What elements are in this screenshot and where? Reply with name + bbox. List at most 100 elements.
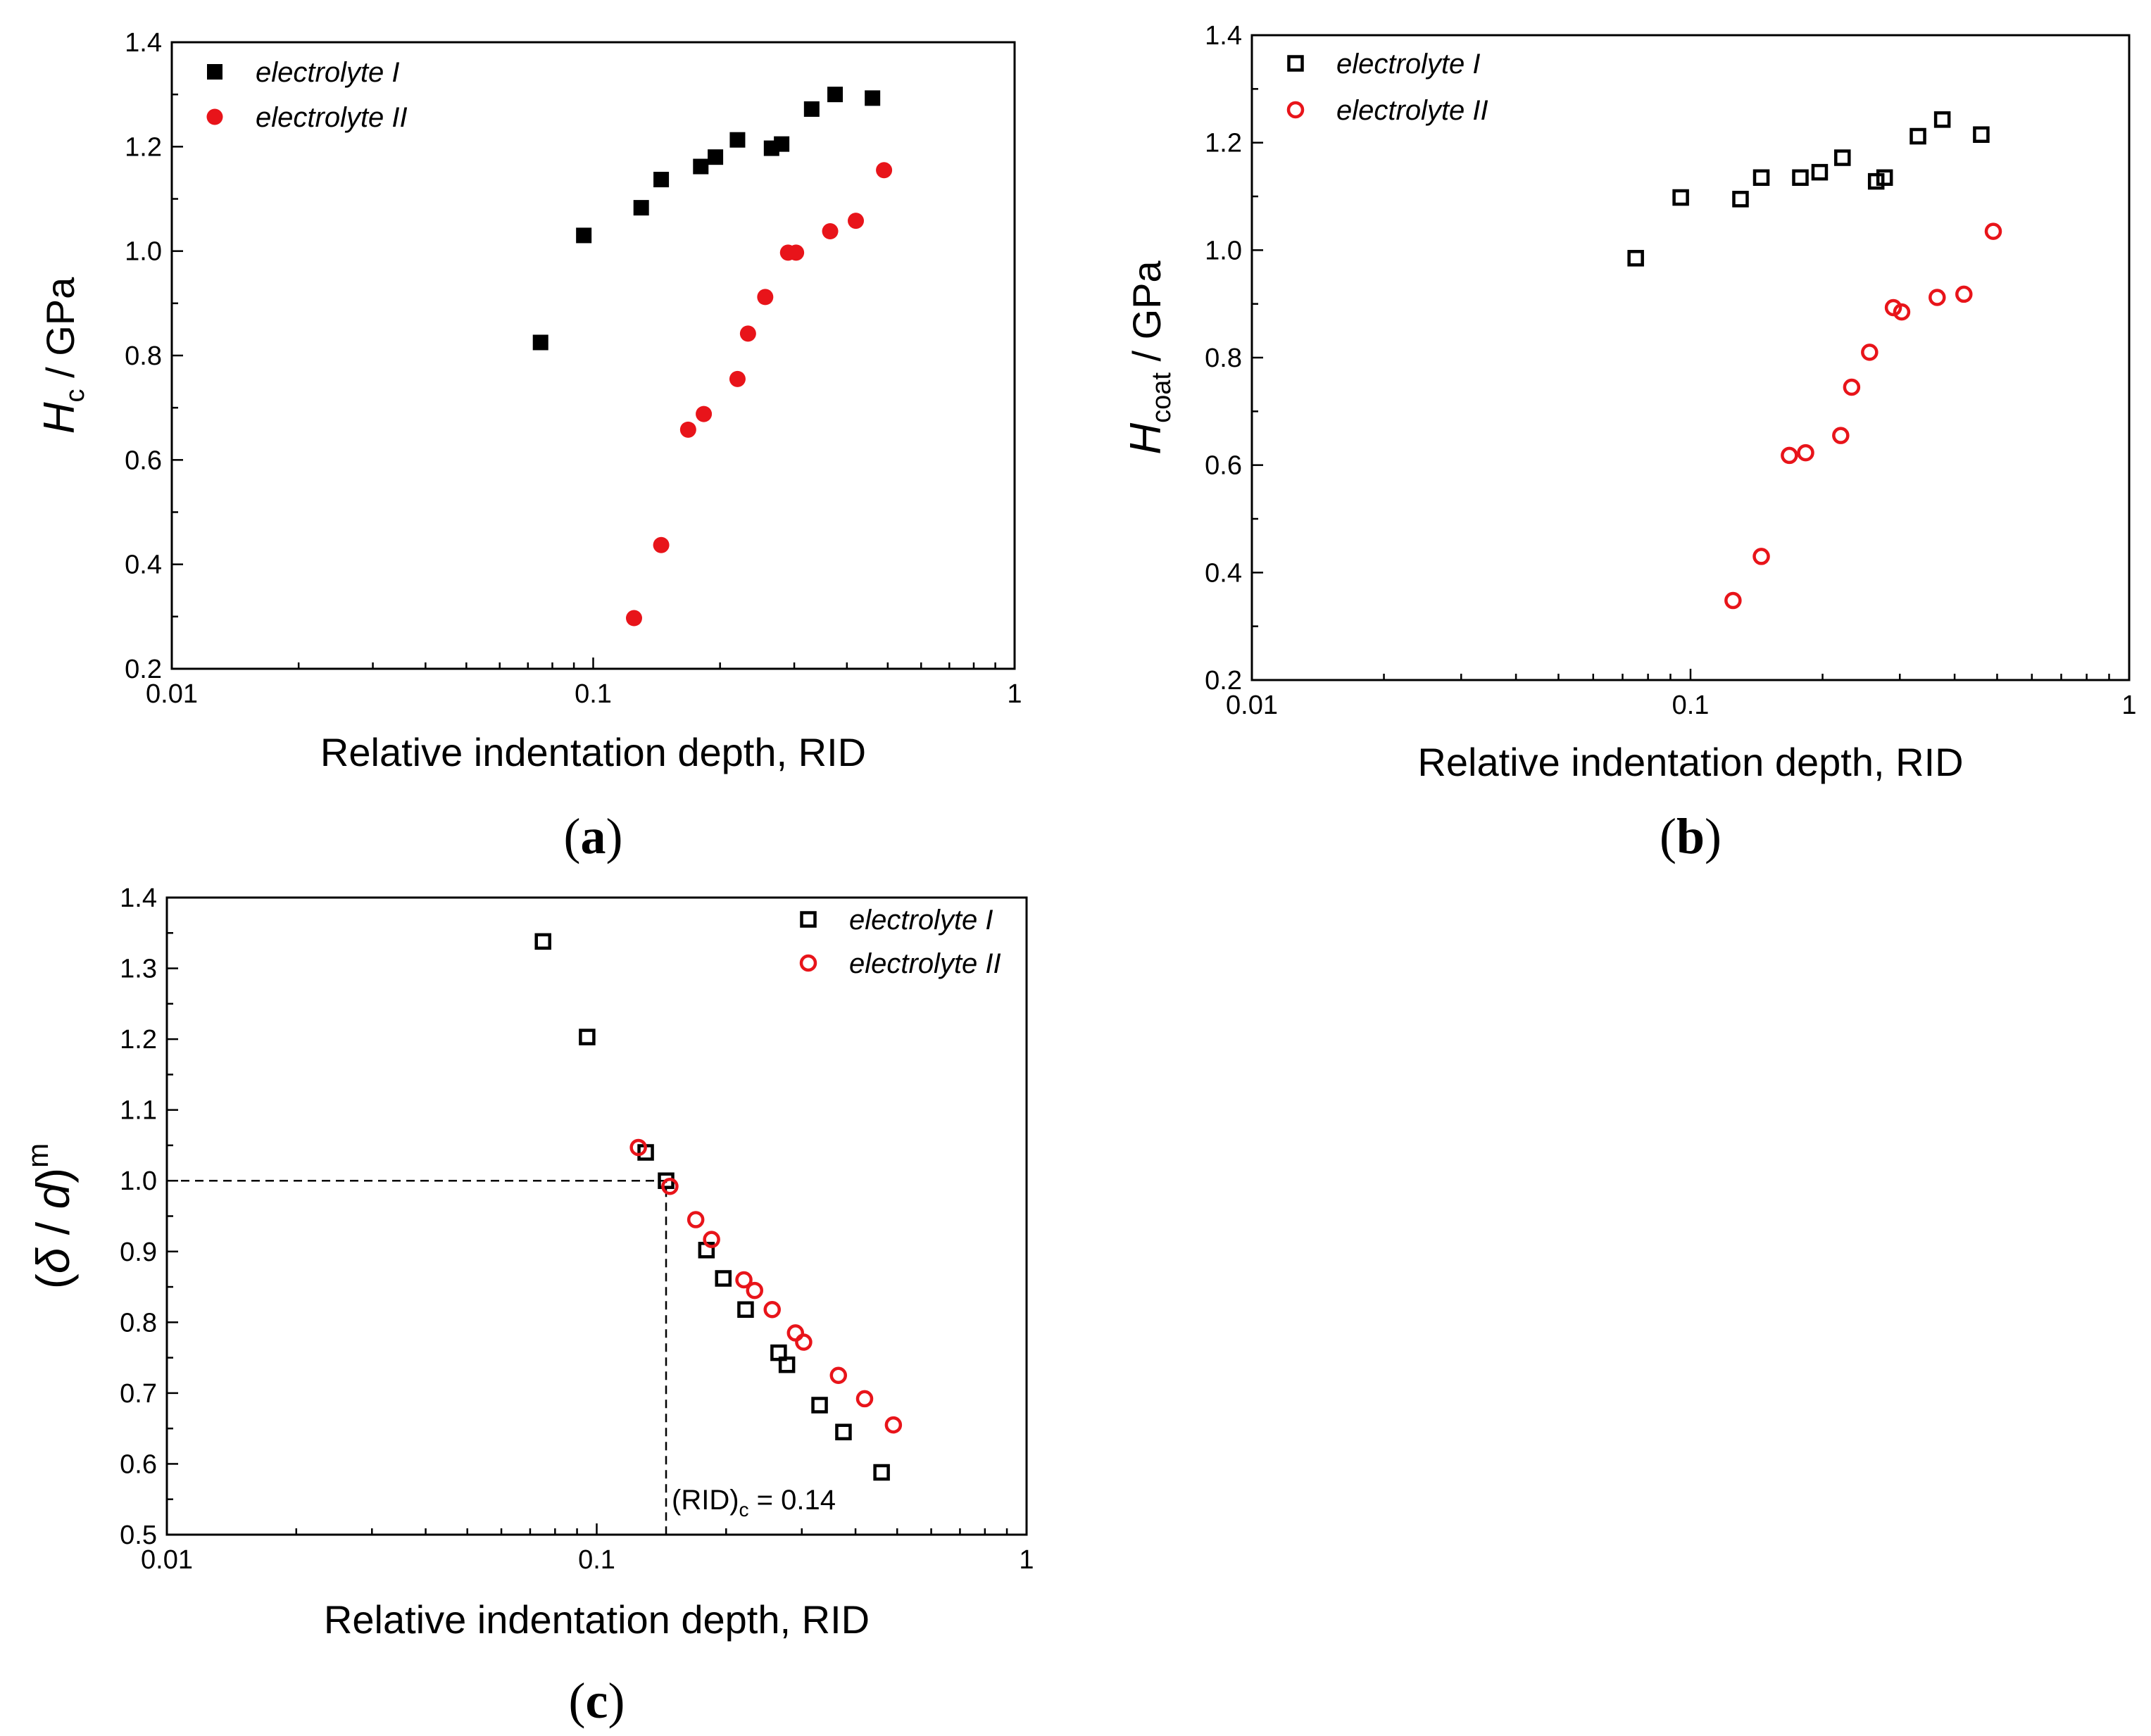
legend-marker bbox=[800, 911, 817, 928]
y-axis-title: Hcoat / GPa bbox=[1122, 260, 1177, 454]
series-1 bbox=[532, 87, 881, 351]
data-point bbox=[1832, 427, 1850, 444]
data-point bbox=[746, 1281, 764, 1300]
data-point bbox=[1792, 169, 1809, 187]
data-point bbox=[795, 1333, 813, 1351]
caption-paren: ( bbox=[569, 1673, 586, 1729]
data-point bbox=[729, 370, 746, 387]
data-point bbox=[827, 87, 844, 103]
data-point bbox=[829, 1366, 848, 1384]
panel-a-chart: 0.01 0.1 1 0.2 0.4 0.6 0.8 1.0 1.2 1.4 Relative in… bbox=[35, 28, 1022, 864]
y-tick-label: 0.4 bbox=[1205, 558, 1242, 588]
y-title-slash: / bbox=[27, 1209, 79, 1248]
x-tick-label: 0.1 bbox=[575, 679, 612, 709]
y-tick-label: 0.6 bbox=[120, 1449, 157, 1479]
data-point bbox=[873, 1464, 890, 1481]
y-title-delta: δ bbox=[27, 1247, 79, 1273]
y-axis-title: (δ / d)m bbox=[21, 1143, 79, 1289]
caption-letter: b bbox=[1676, 808, 1705, 864]
series-2 bbox=[1724, 222, 2002, 610]
data-point bbox=[855, 1390, 874, 1408]
annotation-subscript: c bbox=[739, 1499, 749, 1521]
y-tick-label: 1.3 bbox=[120, 955, 157, 984]
data-point bbox=[626, 610, 643, 627]
data-point bbox=[653, 536, 670, 553]
data-point bbox=[686, 1211, 705, 1228]
panel-caption: (b) bbox=[1660, 808, 1722, 864]
y-title-subscript: coat bbox=[1147, 372, 1177, 423]
y-title-paren: ) bbox=[27, 1168, 79, 1183]
y-tick-label: 1.2 bbox=[1205, 129, 1242, 158]
data-point bbox=[679, 421, 696, 438]
caption-paren: ) bbox=[1705, 808, 1722, 864]
data-point bbox=[822, 222, 839, 239]
y-axis-title: Hc / GPa bbox=[35, 277, 90, 434]
y-tick-label: 1.1 bbox=[120, 1096, 157, 1126]
data-point bbox=[1929, 289, 1946, 306]
y-tick-label: 0.6 bbox=[1205, 451, 1242, 481]
data-point bbox=[1781, 446, 1798, 465]
data-point bbox=[629, 1138, 647, 1157]
data-point bbox=[1984, 222, 2002, 240]
x-tick-label: 0.01 bbox=[1226, 691, 1278, 720]
panel-c-chart: 0.01 0.1 1 0.5 0.6 0.7 0.8 0.9 1.0 1.1 1.2 1.3 1.4 Re… bbox=[21, 883, 1034, 1729]
data-point bbox=[1672, 189, 1689, 206]
y-title-subscript: c bbox=[61, 389, 90, 402]
legend-label: electrolyte I bbox=[1336, 49, 1481, 80]
y-tick-label: 1.0 bbox=[1205, 236, 1242, 265]
caption-letter: c bbox=[586, 1673, 608, 1729]
data-point bbox=[1834, 149, 1851, 166]
annotation-prefix: (RID) bbox=[672, 1485, 739, 1516]
legend-label: electrolyte I bbox=[256, 57, 400, 88]
data-point bbox=[661, 1178, 679, 1195]
data-point bbox=[774, 136, 790, 152]
data-point bbox=[735, 1271, 753, 1289]
data-point bbox=[848, 213, 865, 229]
x-tick-label: 1 bbox=[1007, 679, 1022, 709]
data-point bbox=[1909, 127, 1926, 145]
data-point bbox=[1752, 169, 1770, 187]
y-tick-label: 0.8 bbox=[1205, 344, 1242, 373]
data-point bbox=[876, 162, 893, 179]
data-point bbox=[1933, 111, 1951, 128]
data-point bbox=[788, 244, 805, 261]
y-tick-label: 1.2 bbox=[125, 132, 162, 162]
x-tick-label: 0.01 bbox=[141, 1545, 193, 1575]
data-point bbox=[1973, 126, 1990, 143]
y-title-symbol: H bbox=[1122, 423, 1170, 455]
legend-label: electrolyte I bbox=[849, 905, 993, 936]
legend-marker bbox=[1287, 55, 1304, 72]
legend-label: electrolyte II bbox=[256, 102, 408, 133]
y-title-symbol: H bbox=[35, 402, 84, 434]
data-point bbox=[757, 289, 774, 306]
y-title-unit: / GPa bbox=[1124, 260, 1169, 372]
data-point bbox=[739, 325, 756, 342]
data-point bbox=[534, 933, 551, 950]
x-tick-label: 0.1 bbox=[1672, 691, 1710, 720]
y-title-paren: ( bbox=[27, 1273, 79, 1289]
x-tick-label: 0.01 bbox=[146, 679, 198, 709]
panel-b-chart: 0.01 0.1 1 0.2 0.4 0.6 0.8 1.0 1.2 1.4 Relative in… bbox=[1122, 21, 2137, 864]
data-point bbox=[703, 1231, 720, 1248]
data-point bbox=[1724, 591, 1742, 610]
data-point bbox=[653, 172, 670, 188]
legend-label: electrolyte II bbox=[849, 948, 1001, 979]
y-tick-label: 1.4 bbox=[125, 28, 162, 58]
data-point bbox=[1876, 169, 1893, 187]
legend-label: electrolyte II bbox=[1336, 95, 1488, 126]
data-point bbox=[693, 158, 709, 175]
data-point bbox=[1893, 303, 1911, 321]
data-point bbox=[737, 1301, 754, 1318]
data-point bbox=[715, 1270, 732, 1287]
plot-frame bbox=[170, 41, 1016, 670]
data-point bbox=[1797, 444, 1814, 462]
legend-marker bbox=[206, 108, 223, 125]
critical-depth-annotation: (RID)c = 0.14 bbox=[672, 1485, 836, 1521]
x-tick-label: 1 bbox=[1019, 1545, 1034, 1575]
data-point bbox=[579, 1029, 596, 1045]
y-tick-label: 1.0 bbox=[125, 237, 162, 267]
y-tick-label: 0.2 bbox=[125, 655, 162, 684]
series-1 bbox=[534, 933, 890, 1481]
data-point bbox=[1955, 285, 1973, 303]
data-point bbox=[1843, 378, 1861, 396]
